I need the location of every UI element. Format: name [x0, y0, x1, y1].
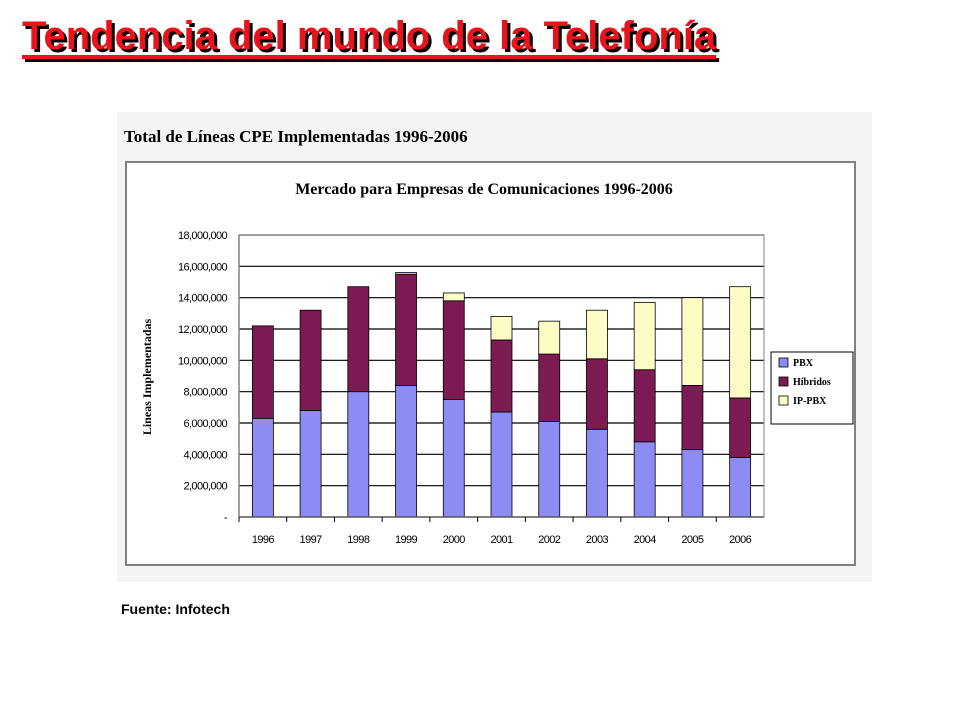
- y-tick-label: 12,000,000: [178, 324, 228, 336]
- y-tick-label: 4,000,000: [183, 449, 227, 461]
- bar-segment: [633, 369, 656, 443]
- bar-segment: [395, 384, 417, 518]
- bar-segment: [586, 428, 608, 518]
- bar-segment: [395, 273, 417, 386]
- legend-swatch: [778, 395, 789, 406]
- y-tick-label: 16,000,000: [178, 261, 228, 273]
- x-tick-label: 2003: [586, 534, 609, 546]
- legend-label: IP-PBX: [793, 396, 827, 407]
- bar-segment: [442, 292, 465, 302]
- bar-segment: [490, 339, 513, 413]
- bar-segment: [633, 441, 656, 518]
- bar-segment: [538, 320, 561, 355]
- x-tick-label: 2005: [681, 534, 704, 546]
- bar-segment: [681, 384, 704, 451]
- legend-swatch: [778, 376, 789, 387]
- y-tick-label: 6,000,000: [183, 418, 227, 430]
- x-tick-label: 1998: [347, 534, 370, 546]
- legend-swatch: [778, 357, 789, 368]
- y-tick-label: 14,000,000: [178, 293, 228, 305]
- bar-segment: [729, 457, 752, 518]
- bar-segment: [681, 449, 704, 518]
- bar-segment: [490, 411, 513, 518]
- legend-label: PBX: [793, 358, 814, 369]
- bar-segment: [251, 417, 274, 518]
- chart-source: Fuente: Infotech: [121, 601, 230, 617]
- bar-segment: [633, 301, 656, 371]
- bar-segment: [299, 309, 322, 411]
- bar-segment: [681, 297, 704, 386]
- chart-panel: Total de Líneas CPE Implementadas 1996-2…: [117, 112, 877, 582]
- axes: - 2,000,000 4,000,000 6,000,000 8,000,000 10,…: [178, 230, 765, 546]
- x-tick-label: 1999: [395, 534, 418, 546]
- bar-segment: [729, 286, 752, 399]
- bar-segment: [442, 300, 465, 400]
- chart-header: Total de Líneas CPE Implementadas 1996-2…: [124, 127, 468, 146]
- y-tick-label: 18,000,000: [178, 230, 228, 242]
- x-tick-label: 2001: [490, 534, 513, 546]
- x-tick-label: 2002: [538, 534, 561, 546]
- legend: PBX Híbridos IP-PBX: [770, 351, 854, 425]
- bar-segment: [586, 358, 608, 430]
- bar-marks: [251, 272, 752, 518]
- bar-segment: [347, 391, 370, 518]
- page-title: Tendencia del mundo de la Telefonía: [22, 14, 717, 58]
- x-tick-label: 1997: [300, 534, 323, 546]
- x-tick-label: 2004: [634, 534, 657, 546]
- bar-segment: [586, 309, 608, 360]
- bar-segment: [538, 353, 561, 422]
- x-tick-label: 2006: [729, 534, 752, 546]
- bar-segment: [729, 397, 752, 458]
- bar-segment: [251, 325, 274, 419]
- y-tick-label: -: [224, 512, 228, 524]
- y-tick-label: 8,000,000: [183, 387, 227, 399]
- bar-segment: [395, 272, 417, 275]
- chart-title: Mercado para Empresas de Comunicaciones …: [295, 181, 673, 198]
- bar-segment: [299, 410, 322, 518]
- bar-segment: [442, 399, 465, 518]
- bar-segment: [347, 286, 370, 393]
- bar-segment: [490, 316, 513, 341]
- y-tick-label: 10,000,000: [178, 355, 228, 367]
- y-axis-label: Lineas Implementadas: [140, 318, 154, 435]
- plot-border: [238, 234, 765, 518]
- x-tick-label: 1996: [252, 534, 275, 546]
- x-tick-label: 2000: [443, 534, 466, 546]
- chart: Total de Líneas CPE Implementadas 1996-2…: [124, 127, 877, 580]
- y-tick-label: 2,000,000: [183, 481, 227, 493]
- legend-label: Híbridos: [793, 377, 831, 388]
- bar-segment: [538, 421, 561, 518]
